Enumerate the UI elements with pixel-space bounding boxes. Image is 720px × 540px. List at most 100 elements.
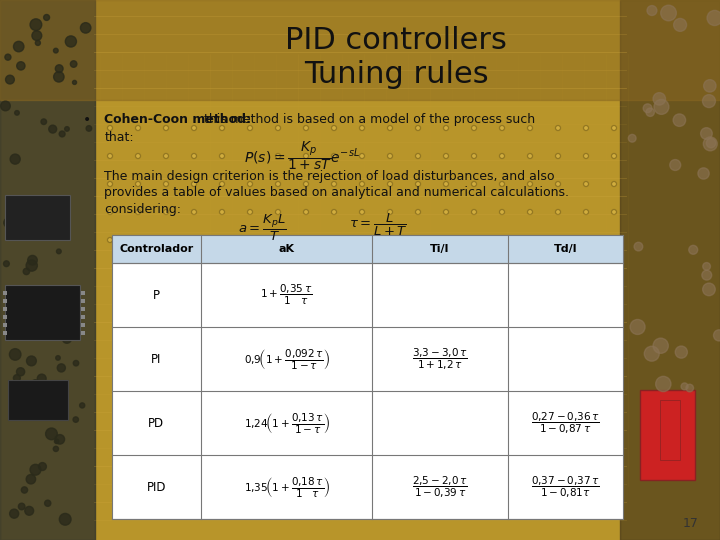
Circle shape	[276, 125, 281, 131]
Circle shape	[53, 72, 64, 82]
Circle shape	[220, 181, 225, 186]
Circle shape	[193, 211, 195, 213]
Circle shape	[656, 376, 671, 392]
Circle shape	[163, 210, 168, 214]
Circle shape	[501, 239, 503, 241]
Circle shape	[192, 238, 197, 242]
Circle shape	[556, 238, 560, 242]
Circle shape	[220, 125, 225, 131]
Circle shape	[73, 417, 78, 422]
Circle shape	[163, 238, 168, 242]
Circle shape	[276, 183, 279, 185]
Circle shape	[686, 384, 693, 392]
Circle shape	[359, 181, 364, 186]
Circle shape	[107, 153, 112, 159]
Circle shape	[703, 79, 716, 92]
Circle shape	[248, 125, 253, 131]
Circle shape	[137, 155, 139, 157]
Text: $1{,}24\!\left(1 + \dfrac{0{,}13\,\tau}{1-\tau}\right)$: $1{,}24\!\left(1 + \dfrac{0{,}13\,\tau}{…	[243, 411, 330, 436]
Bar	[5, 285, 80, 340]
Circle shape	[137, 211, 139, 213]
Text: $1 + \dfrac{0{,}35\,\tau}{1\quad\tau}$: $1 + \dfrac{0{,}35\,\tau}{1\quad\tau}$	[261, 283, 313, 307]
Circle shape	[109, 183, 111, 185]
Circle shape	[249, 211, 251, 213]
Circle shape	[473, 127, 475, 129]
Circle shape	[32, 383, 43, 394]
Circle shape	[444, 238, 449, 242]
Circle shape	[73, 360, 78, 366]
Circle shape	[165, 239, 167, 241]
Circle shape	[35, 40, 40, 45]
Circle shape	[305, 183, 307, 185]
Circle shape	[333, 155, 336, 157]
Bar	[8, 380, 68, 420]
Circle shape	[556, 181, 560, 186]
Circle shape	[654, 99, 669, 114]
Circle shape	[703, 94, 716, 107]
Circle shape	[163, 181, 168, 186]
Circle shape	[557, 183, 559, 185]
Circle shape	[107, 210, 112, 214]
Text: •: •	[83, 113, 91, 127]
Circle shape	[14, 375, 20, 382]
Circle shape	[557, 155, 559, 157]
Circle shape	[49, 125, 57, 133]
Circle shape	[389, 127, 391, 129]
Circle shape	[528, 183, 531, 185]
Circle shape	[249, 155, 251, 157]
Circle shape	[714, 330, 720, 341]
Circle shape	[445, 211, 447, 213]
Circle shape	[107, 125, 112, 131]
Circle shape	[9, 509, 19, 518]
Bar	[81, 291, 85, 295]
Circle shape	[643, 104, 652, 113]
Circle shape	[23, 268, 30, 275]
Circle shape	[387, 210, 392, 214]
Circle shape	[359, 210, 364, 214]
Circle shape	[556, 153, 560, 159]
Text: Controlador: Controlador	[120, 244, 194, 254]
Circle shape	[14, 42, 24, 52]
Circle shape	[556, 210, 560, 214]
Circle shape	[613, 155, 615, 157]
Text: $\tau = \dfrac{L}{L+T}$: $\tau = \dfrac{L}{L+T}$	[348, 212, 408, 238]
Circle shape	[653, 93, 665, 105]
Text: Cohen-Coon method:: Cohen-Coon method:	[104, 113, 251, 126]
Circle shape	[473, 211, 475, 213]
Text: $\dfrac{0{,}27 - 0{,}36\,\tau}{1 - 0{,}87\,\tau}$: $\dfrac{0{,}27 - 0{,}36\,\tau}{1 - 0{,}8…	[531, 410, 600, 436]
Text: $\dfrac{2{,}5 - 2{,}0\,\tau}{1 - 0{,}39\,\tau}$: $\dfrac{2{,}5 - 2{,}0\,\tau}{1 - 0{,}39\…	[412, 475, 468, 500]
Bar	[5, 195, 70, 240]
Circle shape	[387, 125, 392, 131]
Circle shape	[45, 500, 51, 507]
Circle shape	[32, 31, 42, 40]
Circle shape	[248, 210, 253, 214]
Circle shape	[331, 181, 336, 186]
Circle shape	[81, 23, 91, 33]
Circle shape	[192, 125, 197, 131]
Circle shape	[417, 155, 419, 157]
Circle shape	[417, 183, 419, 185]
Circle shape	[673, 114, 685, 126]
Circle shape	[66, 36, 76, 47]
Circle shape	[528, 155, 531, 157]
Circle shape	[109, 155, 111, 157]
Circle shape	[444, 181, 449, 186]
Circle shape	[528, 127, 531, 129]
Circle shape	[31, 380, 40, 388]
Circle shape	[55, 356, 60, 360]
Circle shape	[444, 153, 449, 159]
Circle shape	[276, 181, 281, 186]
Circle shape	[41, 119, 47, 125]
Circle shape	[473, 155, 475, 157]
Circle shape	[445, 127, 447, 129]
Circle shape	[611, 210, 616, 214]
Bar	[81, 307, 85, 311]
Text: $0{,}9\!\left(1 + \dfrac{0{,}092\,\tau}{1-\tau}\right)$: $0{,}9\!\left(1 + \dfrac{0{,}092\,\tau}{…	[243, 347, 330, 372]
Circle shape	[80, 403, 85, 408]
Circle shape	[361, 211, 363, 213]
Circle shape	[163, 125, 168, 131]
Circle shape	[361, 239, 363, 241]
Circle shape	[387, 153, 392, 159]
Circle shape	[389, 211, 391, 213]
Circle shape	[135, 153, 140, 159]
